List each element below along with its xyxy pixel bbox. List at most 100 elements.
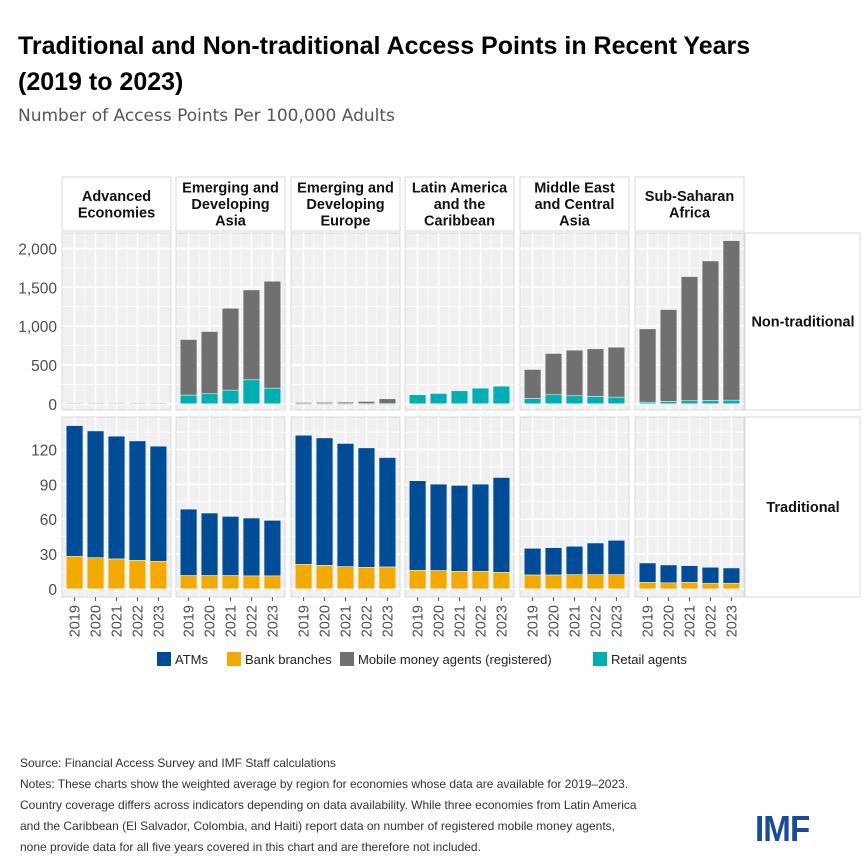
notes-line-4: none provide data for all five years cov… <box>20 840 481 854</box>
x-tick-label: 2020 <box>203 605 219 637</box>
bar-retail-agents <box>128 402 147 405</box>
x-tick-label: 2022 <box>130 605 146 637</box>
bar-retail-agents <box>242 379 261 405</box>
bar-mobile-money-agents-registered <box>336 401 355 404</box>
bar-retail-agents <box>701 400 720 405</box>
bar-mobile-money-agents-registered <box>638 328 657 403</box>
x-tick-label: 2023 <box>265 605 281 637</box>
x-tick-label: 2020 <box>547 605 563 637</box>
bar-atms <box>357 447 376 568</box>
bar-mobile-money-agents-registered <box>722 240 741 401</box>
bar-retail-agents <box>450 390 469 405</box>
bar-atms <box>701 567 720 584</box>
x-tick-label: 2022 <box>244 605 260 637</box>
x-tick-label: 2023 <box>724 605 740 637</box>
bar-atms <box>659 564 678 584</box>
bar-retail-agents <box>65 402 84 405</box>
facet-label: Emerging and <box>182 181 279 197</box>
bar-mobile-money-agents-registered <box>701 260 720 401</box>
bar-bank-branches <box>659 582 678 590</box>
facet-label: Developing <box>191 197 269 213</box>
bar-bank-branches <box>701 582 720 590</box>
bar-atms <box>544 547 563 576</box>
notes-line-1: Notes: These charts show the weighted av… <box>20 777 629 791</box>
facet-label: Asia <box>215 214 247 230</box>
facet-label: Emerging and <box>297 181 394 197</box>
legend-label: Mobile money agents (registered) <box>358 652 552 667</box>
x-tick-label: 2021 <box>453 605 469 637</box>
x-tick-label: 2020 <box>89 605 105 637</box>
bar-bank-branches <box>221 575 240 590</box>
bar-atms <box>471 483 490 572</box>
bar-atms <box>680 565 699 583</box>
bar-bank-branches <box>86 557 105 590</box>
x-tick-label: 2023 <box>380 605 396 637</box>
facet-label: Economies <box>78 205 155 221</box>
bar-mobile-money-agents-registered <box>586 348 605 397</box>
x-tick-label: 2023 <box>609 605 625 637</box>
bar-retail-agents <box>544 394 563 405</box>
source-line: Source: Financial Access Survey and IMF … <box>20 756 336 770</box>
bar-atms <box>221 516 240 576</box>
bar-atms <box>607 540 626 575</box>
x-tick-label: 2020 <box>318 605 334 637</box>
bar-bank-branches <box>450 570 469 590</box>
legend-swatch <box>227 652 241 666</box>
x-tick-label: 2022 <box>703 605 719 637</box>
bar-bank-branches <box>408 570 427 590</box>
bar-atms <box>149 445 168 562</box>
bar-atms <box>586 542 605 575</box>
bar-retail-agents <box>492 385 511 405</box>
legend-label: Retail agents <box>611 652 687 667</box>
bar-bank-branches <box>607 574 626 590</box>
bar-bank-branches <box>336 566 355 590</box>
bar-bank-branches <box>471 570 490 590</box>
legend-swatch <box>157 652 171 666</box>
facet-strip <box>290 176 401 232</box>
bar-atms <box>523 548 542 576</box>
bar-retail-agents <box>408 394 427 405</box>
bar-mobile-money-agents-registered <box>263 280 282 389</box>
facet-label: Advanced <box>82 189 151 205</box>
bar-atms <box>263 520 282 577</box>
bar-mobile-money-agents-registered <box>221 307 240 391</box>
bar-atms <box>128 440 147 561</box>
y-tick-label: 500 <box>31 358 57 375</box>
bar-atms <box>378 457 397 568</box>
facet-label: and Central <box>535 197 615 213</box>
facet-strip <box>61 176 172 232</box>
bar-retail-agents <box>523 398 542 405</box>
x-tick-label: 2019 <box>641 605 657 637</box>
bar-bank-branches <box>149 560 168 590</box>
facet-label: Developing <box>306 197 384 213</box>
bar-bank-branches <box>294 564 313 590</box>
bar-atms <box>408 480 427 571</box>
facet-label: Latin America <box>412 181 508 197</box>
bar-atms <box>722 567 741 584</box>
bar-bank-branches <box>200 575 219 590</box>
bar-retail-agents <box>263 387 282 405</box>
bar-atms <box>242 517 261 577</box>
facet-label: Africa <box>669 205 711 221</box>
bar-retail-agents <box>565 395 584 405</box>
bar-retail-agents <box>86 402 105 405</box>
bar-mobile-money-agents-registered <box>179 339 198 396</box>
bar-atms <box>429 483 448 571</box>
bar-mobile-money-agents-registered <box>200 331 219 395</box>
x-tick-label: 2022 <box>588 605 604 637</box>
y-tick-label: 2,000 <box>18 242 57 259</box>
facet-strip <box>404 176 515 232</box>
bar-retail-agents <box>149 402 168 405</box>
y-tick-label: 0 <box>48 397 57 414</box>
bar-retail-agents <box>107 402 126 405</box>
row-strip <box>744 416 861 598</box>
chart-title: Traditional and Non-traditional Access P… <box>18 28 863 100</box>
bar-atms <box>450 485 469 572</box>
bar-mobile-money-agents-registered <box>544 353 563 396</box>
x-tick-label: 2023 <box>151 605 167 637</box>
y-tick-label: 0 <box>48 582 57 599</box>
x-tick-label: 2019 <box>526 605 542 637</box>
bar-bank-branches <box>65 555 84 590</box>
bar-mobile-money-agents-registered <box>378 398 397 404</box>
